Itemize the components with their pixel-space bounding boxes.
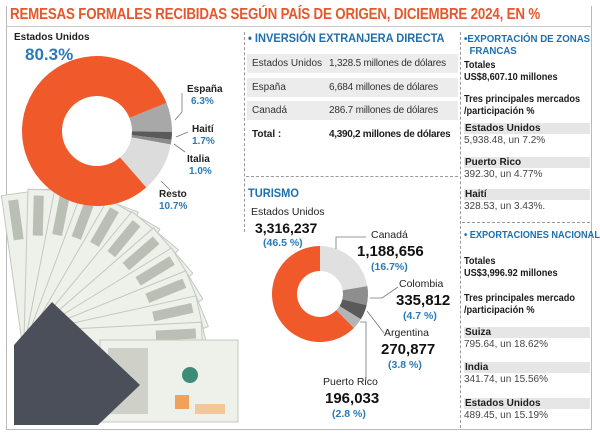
leader-line-espana: [174, 93, 183, 121]
zonas-francas-totales-value: US$8,607.10 millones: [464, 72, 558, 83]
nacionales-market-value: 489.45, un 15.19%: [464, 410, 548, 421]
remesas-pct-resto: 10.7%: [159, 201, 188, 212]
donut-slice-resto: [119, 137, 171, 188]
leader-line-resto: [160, 180, 171, 191]
ied-value: 286.7 millones de dólares: [329, 105, 438, 116]
column-divider: [460, 32, 461, 428]
leader-line-haiti: [175, 131, 189, 138]
nacionales-market-value: 795.64, un 18.62%: [464, 339, 548, 350]
ied-row: Estados Unidos 1,328.5 millones de dólare…: [247, 54, 458, 73]
dollar-bills-illustration: [0, 186, 239, 425]
ied-country: Canadá: [252, 105, 288, 116]
ied-value: 6,684 millones de dólares: [329, 82, 438, 93]
wallet: [14, 302, 140, 425]
section-divider: [462, 222, 590, 223]
turismo-pct-estados-unidos: (46.5 %): [263, 237, 303, 249]
donut-slice-colombia: [342, 286, 368, 306]
ied-total-label: Total :: [252, 129, 282, 140]
donut-slice-canadá: [320, 246, 368, 291]
remesas-pct-estados-unidos: 80.3%: [25, 45, 74, 64]
nacionales-subtitle: Tres principales mercado: [464, 293, 575, 304]
ied-total-value: 4,390,2 millones de dólares: [329, 129, 451, 140]
zonas-francas-market-value: 5,938.48, un 7.2%: [464, 135, 546, 146]
column-divider: [244, 32, 245, 232]
leader-line-canada: [335, 236, 366, 249]
donut-slice-haití: [131, 131, 172, 140]
nacionales-market-name: Estados Unidos: [464, 398, 590, 410]
turismo-label-argentina: Argentina: [384, 327, 429, 339]
zonas-francas-subtitle: /participación %: [464, 106, 535, 117]
remesas-pct-haiti: 1.7%: [192, 136, 215, 147]
donut-slice-puerto-rico: [336, 306, 361, 328]
donut-slice-estados-unidos: [22, 56, 167, 207]
ied-section-title: • INVERSIÓN EXTRANJERA DIRECTA: [248, 31, 445, 45]
remesas-label-espana: España: [187, 84, 223, 95]
turismo-donut-chart: [272, 246, 368, 342]
turismo-value-canada: 1,188,656: [357, 243, 424, 260]
page-title: REMESAS FORMALES RECIBIDAS SEGÚN PAÍS DE…: [10, 6, 541, 23]
remesas-label-italia: Italia: [187, 154, 210, 165]
leader-line-argentina: [366, 310, 385, 334]
turismo-value-puerto-rico: 196,033: [325, 390, 380, 407]
ied-row: España 6,684 millones de dólares: [247, 78, 458, 97]
nacionales-totales-label: Totales: [464, 256, 496, 267]
leader-lines: [160, 93, 399, 380]
ied-country: España: [252, 82, 286, 93]
nacionales-market-name: Suiza: [464, 327, 590, 339]
zonas-francas-market-value: 328.53, un 3.43%.: [464, 201, 546, 212]
leader-line-colombia: [370, 286, 399, 299]
ied-value: 1,328.5 millones de dólares: [329, 58, 446, 69]
section-divider: [246, 176, 458, 177]
turismo-value-colombia: 335,812: [396, 292, 451, 309]
nacionales-subtitle: /participación %: [464, 305, 535, 316]
remesas-pct-espana: 6.3%: [191, 96, 214, 107]
zonas-francas-market-name: Haití: [464, 189, 590, 201]
remesas-pct-italia: 1.0%: [189, 166, 212, 177]
donut-slice-italia: [131, 135, 172, 145]
leader-line-puerto-rico: [360, 321, 367, 380]
nacionales-totales-value: US$3,996.92 millones: [464, 268, 558, 279]
zonas-francas-title-line: FRANCAS: [469, 45, 517, 57]
remesas-label-haiti: Haití: [192, 124, 214, 135]
turismo-pct-puerto-rico: (2.8 %): [332, 408, 366, 420]
zonas-francas-totales-label: Totales: [464, 60, 496, 71]
turismo-pct-argentina: (3.8 %): [388, 359, 422, 371]
turismo-label-colombia: Colombia: [399, 278, 444, 290]
zonas-francas-title-line: •EXPORTACIÓN DE ZONAS: [464, 33, 591, 45]
remesas-donut-chart: [22, 56, 172, 207]
ied-country: Estados Unidos: [252, 58, 323, 69]
turismo-label-estados-unidos: Estados Unidos: [251, 206, 325, 218]
zonas-francas-market-name: Estados Unidos: [464, 123, 590, 135]
zonas-francas-market-value: 392.30, un 4.77%: [464, 169, 543, 180]
donut-slice-españa: [129, 102, 172, 132]
zonas-francas-market-name: Puerto Rico: [464, 157, 590, 169]
turismo-section-title: TURISMO: [248, 186, 299, 200]
turismo-label-canada: Canadá: [371, 229, 408, 241]
donut-slice-argentina: [339, 299, 367, 320]
turismo-pct-canada: (16.7%): [371, 261, 408, 273]
leader-line-italia: [173, 143, 186, 153]
zonas-francas-title: •EXPORTACIÓN DE ZONAS FRANCAS: [464, 33, 591, 57]
turismo-label-puerto-rico: Puerto Rico: [323, 376, 378, 388]
turismo-pct-colombia: (4.7 %): [403, 310, 437, 322]
nacionales-market-value: 341.74, un 15.56%: [464, 374, 548, 385]
zonas-francas-subtitle: Tres principales mercados: [464, 94, 581, 105]
ied-row: Canadá 286.7 millones de dólares: [247, 101, 458, 120]
nacionales-title: • EXPORTACIONES NACIONALES: [464, 230, 600, 241]
turismo-value-argentina: 270,877: [381, 341, 436, 358]
donut-slice-estados-unidos: [272, 246, 354, 342]
turismo-value-estados-unidos: 3,316,237: [255, 220, 318, 236]
remesas-label-resto: Resto: [159, 189, 187, 200]
remesas-label-estados-unidos: Estados Unidos: [14, 32, 90, 43]
title-divider: [6, 26, 592, 27]
nacionales-market-name: India: [464, 362, 590, 374]
